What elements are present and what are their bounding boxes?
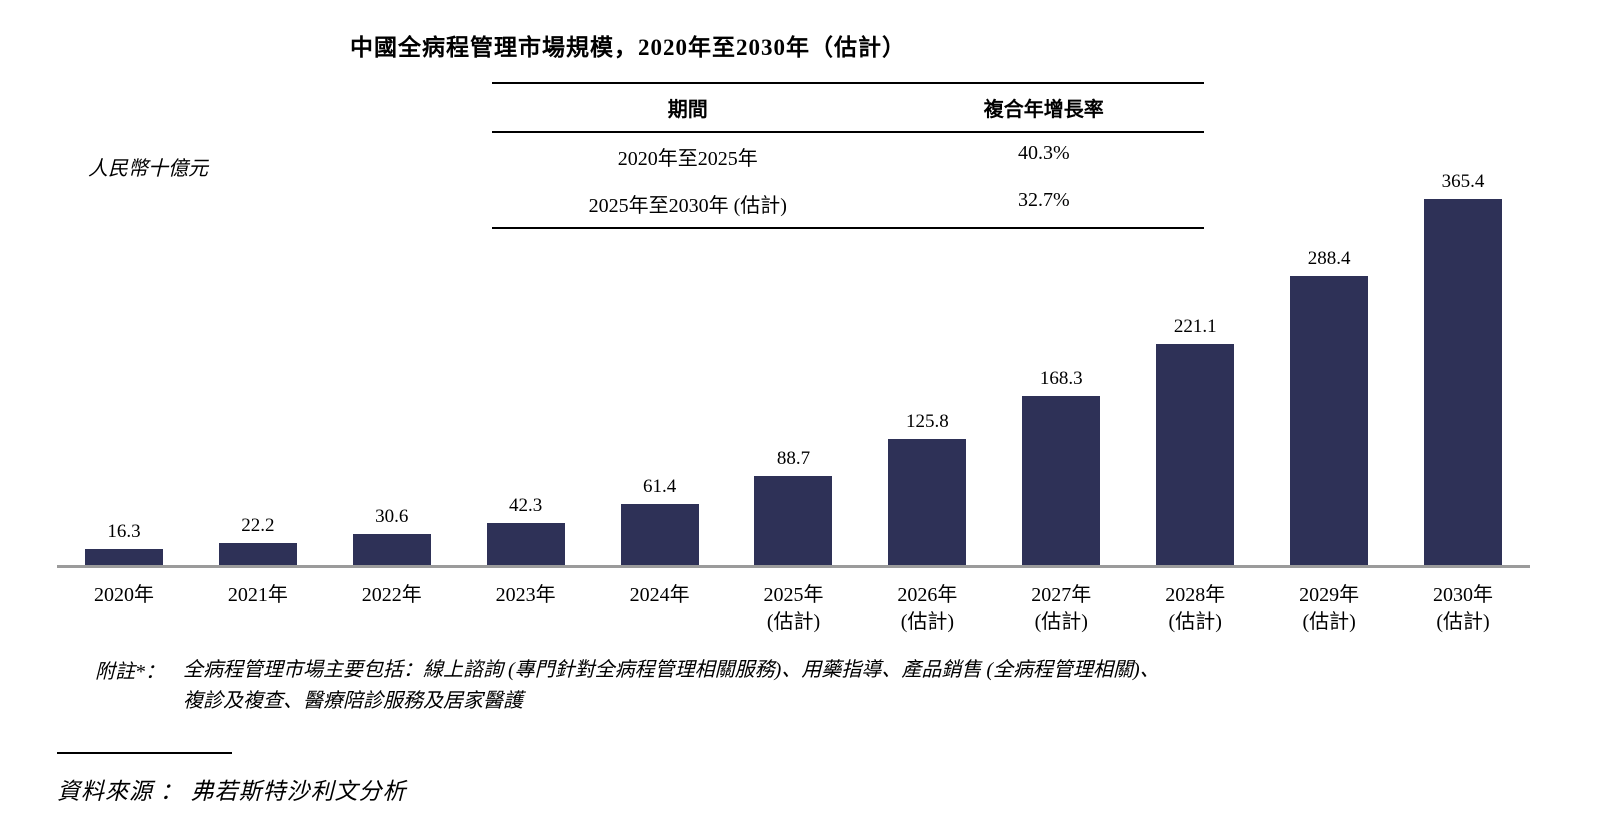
cagr-rate-value: 40.3% [1017,142,1070,164]
bar-value-label: 168.3 [1039,368,1083,390]
bar [620,503,699,565]
bar-group: 288.4 [1262,248,1396,565]
bar [1290,276,1369,565]
x-axis-label: 2020年 [93,584,154,606]
bar-group: 365.4 [1396,171,1530,565]
bar-value-label: 221.1 [1173,315,1217,337]
x-axis-label: 2024年 [629,584,690,606]
bar [888,439,967,565]
cagr-table-header-cagr: 複合年增長率 [983,99,1104,121]
y-axis-label: 人民幣十億元 [88,158,208,180]
footnote-line-1: 全病程管理市場主要包括：線上諮詢 (專門針對全病程管理相關服務)、用藥指導、產品… [183,659,1160,681]
bar-group: 221.1 [1128,316,1262,565]
bar-group: 88.7 [727,448,861,565]
cagr-table-header-period: 期間 [667,99,708,121]
footnote-label: 附註*： [95,661,165,683]
bar-value-label: 125.8 [906,411,949,432]
x-axis-label: 2022年 [361,584,422,606]
chart-title: 中國全病程管理市場規模，2020年至2030年（估計） [350,35,906,60]
bar [218,542,297,565]
footnote-text: 全病程管理市場主要包括：線上諮詢 (專門針對全病程管理相關服務)、用藥指導、產品… [183,655,1160,717]
bar [486,522,565,565]
bar-group: 125.8 [860,411,994,565]
footnote-line-2: 複診及複查、醫療陪診服務及居家醫護 [183,690,523,712]
bar-value-label: 88.7 [776,448,811,470]
cagr-table-row: 2025年至2030年 (估計) 32.7% [492,180,1204,227]
bar-value-label: 42.3 [509,494,543,516]
footnote: 附註*： 全病程管理市場主要包括：線上諮詢 (專門針對全病程管理相關服務)、用藥… [95,655,1160,717]
bar [1156,343,1235,565]
bar [1022,396,1101,565]
bar-value-label: 365.4 [1441,171,1485,192]
cagr-period-value: 2020年至2025年 [617,148,758,170]
bar-value-label: 30.6 [375,506,409,528]
bar-value-label: 61.4 [642,475,677,497]
x-axis-label: 2028年 (估計) [1165,584,1226,633]
cagr-rate-value: 32.7% [1017,189,1070,211]
bar [1424,199,1503,565]
cagr-table-row: 2020年至2025年 40.3% [492,133,1204,180]
x-axis-label: 2023年 [495,584,556,606]
x-axis-label: 2029年 (估計) [1299,584,1360,633]
bar [84,548,163,565]
bar-group: 61.4 [593,475,727,565]
cagr-table: 期間 複合年增長率 2020年至2025年 40.3% 2025年至2030年 … [492,82,1204,229]
x-axis-label: 2030年 (估計) [1433,584,1494,633]
bar-value-label: 16.3 [107,520,141,542]
bar [352,534,431,565]
bar-group: 22.2 [191,515,325,565]
bar-group: 168.3 [994,368,1128,565]
x-axis-label: 2021年 [227,584,288,606]
bar [754,476,833,565]
x-axis-label: 2025年 (估計) [763,584,824,633]
bar-value-label: 288.4 [1307,248,1351,270]
source-divider [57,752,232,754]
x-axis-line [57,565,1530,568]
x-axis-label: 2027年 (估計) [1031,584,1092,633]
bars-area: 16.3 22.2 30.6 42.3 61.4 88.7 125.8 168.3 221.1 2… [57,170,1530,565]
cagr-table-body: 2020年至2025年 40.3% 2025年至2030年 (估計) 32.7% [492,133,1204,229]
cagr-period-value: 2025年至2030年 (估計) [588,195,787,217]
bar-group: 16.3 [57,521,191,565]
bar-chart: 16.3 22.2 30.6 42.3 61.4 88.7 125.8 168.3 221.1 2… [57,170,1530,636]
x-axis-labels: 2020年 2021年 2022年 2023年 2024年 2025年 (估計) 2026年(… [57,582,1530,636]
bar-value-label: 22.2 [241,514,275,536]
source-line: 資料來源 ： 弗若斯特沙利文分析 [57,779,407,804]
x-axis-label: 2026年 (估計) [897,584,958,633]
bar-group: 42.3 [459,495,593,565]
cagr-table-header-row: 期間 複合年增長率 [492,84,1204,133]
bar-group: 30.6 [325,506,459,565]
